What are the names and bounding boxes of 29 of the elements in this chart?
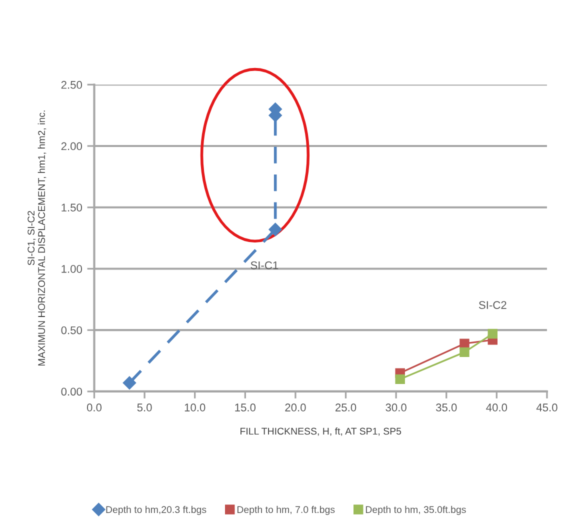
- legend-label: Depth to hm, 7.0 ft.bgs: [237, 506, 335, 515]
- y-axis-title: SI-C1, SI-C2 MAXIMUN HORIZONTAL DISPLACEMENT, hm1, hm2, inc.: [28, 110, 46, 366]
- point: [268, 222, 282, 236]
- point: [488, 328, 498, 339]
- y-tick-label: 0.00: [61, 388, 82, 396]
- x-tick-label: 25.0: [336, 404, 356, 412]
- y-tick-label: 1.50: [62, 204, 82, 212]
- annotation: SI-C1: [250, 261, 278, 270]
- point: [460, 338, 470, 348]
- x-tick-label: 30.0: [386, 404, 406, 412]
- y-tick-label: 0.50: [61, 326, 82, 334]
- point: [122, 376, 136, 390]
- x-tick-label: 15.0: [235, 404, 256, 412]
- y-tick-label: 2.50: [61, 80, 82, 89]
- x-tick-label: 5.0: [137, 404, 152, 412]
- x-tick-label: 20.0: [285, 404, 306, 412]
- point: [460, 347, 470, 358]
- y-tick-label: 1.00: [62, 265, 82, 273]
- point: [395, 374, 405, 384]
- y-tick-label: 2.00: [61, 142, 82, 150]
- x-tick-label: 35.0: [436, 404, 457, 412]
- x-tick-label: 0.0: [86, 404, 102, 412]
- x-tick-label: 45.0: [536, 404, 558, 412]
- legend-label: Depth to hm,20.3 ft.bgs: [106, 506, 206, 515]
- x-tick-label: 10.0: [184, 404, 206, 412]
- legend-label: Depth to hm, 35.0ft.bgs: [366, 506, 466, 515]
- x-axis-title: FILL THICKNESS, H, ft, AT SP1, SP5: [240, 428, 402, 436]
- annotation: SI-C2: [478, 301, 506, 309]
- x-tick-label: 40.0: [486, 404, 508, 412]
